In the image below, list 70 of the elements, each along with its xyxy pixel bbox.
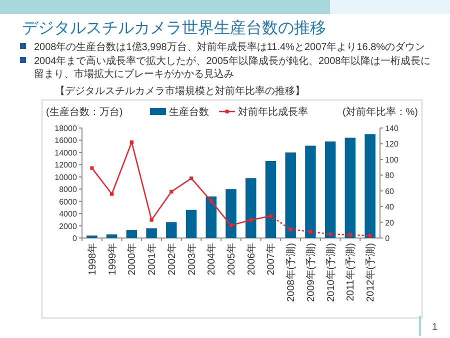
y2-tick-label: 20 xyxy=(385,218,395,228)
x-tick-label: 2012年(予測) xyxy=(364,243,377,302)
point xyxy=(110,192,114,196)
y-tick-label: 14000 xyxy=(54,148,78,158)
y2-tick-label: 100 xyxy=(385,155,399,164)
y-tick-label: 2000 xyxy=(59,222,78,231)
point xyxy=(348,233,352,237)
y-tick-label: 6000 xyxy=(59,197,78,206)
point xyxy=(90,166,94,170)
y2-tick-label: 60 xyxy=(385,186,395,196)
bar xyxy=(324,141,336,238)
y-axis-title: (生産台数：万台) xyxy=(46,106,123,118)
bar xyxy=(106,234,118,238)
y2-tick-label: 120 xyxy=(385,140,399,149)
point xyxy=(288,228,292,232)
point xyxy=(229,224,233,228)
y2-tick-label: 0 xyxy=(385,234,390,243)
x-tick-label: 2011年(予測) xyxy=(344,243,357,302)
chart-title: デジタルスチルカメラ世界生産台数の推移 xyxy=(22,19,326,37)
x-tick-label: 2009年(予測) xyxy=(304,243,317,302)
bar xyxy=(364,134,376,238)
x-tick-label: 1999年 xyxy=(106,243,118,276)
y-tick-label: 16000 xyxy=(54,136,78,146)
y-tick-label: 10000 xyxy=(54,172,78,182)
text: 2008年の生産台数は1億3,998万台、対前年成長率は11.4%と2007年より16.8%のダウン xyxy=(34,41,426,53)
x-tick-label: 2000年 xyxy=(126,243,138,276)
x-tick-label: 2003年 xyxy=(186,243,198,276)
x-tick-label: 2008年(予測) xyxy=(285,243,298,302)
x-tick-label: 2006年 xyxy=(245,243,258,276)
legend-label: 対前年比成長率 xyxy=(238,106,308,118)
point xyxy=(170,190,174,194)
bar xyxy=(226,189,236,238)
y-tick-label: 12000 xyxy=(54,160,78,170)
point xyxy=(249,218,253,222)
y-tick-label: 4000 xyxy=(59,210,78,219)
x-tick-label: 2004年 xyxy=(206,243,218,276)
y2-tick-label: 80 xyxy=(385,171,395,180)
point xyxy=(130,140,134,144)
y2-tick-label: 40 xyxy=(385,202,395,212)
bar xyxy=(126,230,138,238)
bar xyxy=(285,152,296,238)
x-tick-label: 2005年 xyxy=(226,243,238,276)
bar xyxy=(146,228,157,238)
y-tick-label: 8000 xyxy=(59,185,78,194)
y-tick-label: 18000 xyxy=(54,124,78,133)
bar xyxy=(246,178,256,238)
x-tick-label: 1998年 xyxy=(86,243,98,276)
legend-label: 生産台数 xyxy=(169,106,209,118)
text: 2004年まで高い成長率で拡大したが、2005年以降成長が鈍化、2008年以降は一桁成長に留まり、市場拡大にブレーキがかかる見込み xyxy=(34,55,431,80)
point xyxy=(328,232,332,236)
chart-subtitle: 【デジタルスチルカメラ市場規模と対前年比率の推移】 xyxy=(55,85,305,97)
bar xyxy=(186,210,197,238)
point xyxy=(209,199,213,203)
y2-tick-label: 140 xyxy=(385,124,399,133)
point xyxy=(150,218,154,222)
bar xyxy=(265,161,276,238)
x-tick-label: 2001年 xyxy=(146,243,158,276)
point xyxy=(368,234,372,238)
point xyxy=(308,230,312,234)
x-tick-label: 2002年 xyxy=(166,243,178,276)
bar xyxy=(305,146,316,238)
bar xyxy=(206,196,216,238)
x-tick-label: 2007年 xyxy=(265,243,278,276)
bar xyxy=(344,138,356,238)
y-tick-label: 0 xyxy=(72,234,78,243)
bar xyxy=(166,222,177,238)
x-tick-label: 2010年(予測) xyxy=(324,243,337,302)
point xyxy=(189,176,194,180)
text: 1 xyxy=(432,322,438,333)
y2-axis-title: (対前年比率：%) xyxy=(342,106,418,118)
